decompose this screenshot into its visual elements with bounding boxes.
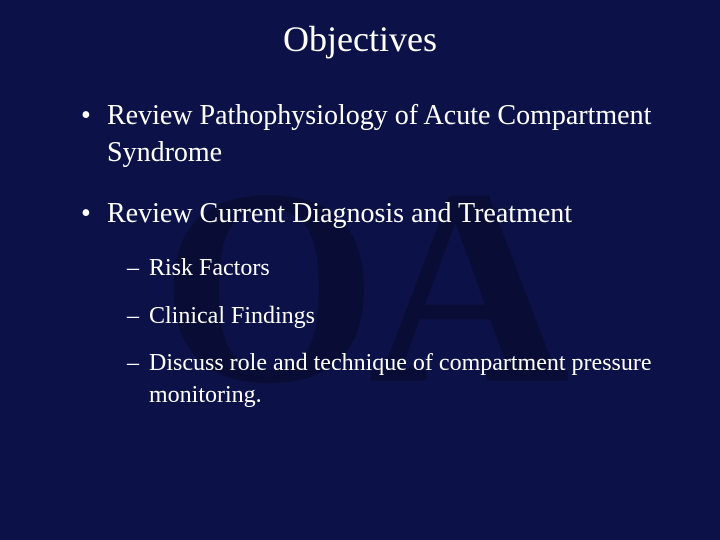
slide-container: Objectives Review Pathophysiology of Acu… — [0, 0, 720, 540]
bullet-text: Review Pathophysiology of Acute Compartm… — [107, 100, 651, 168]
sub-bullet-text: Discuss role and technique of compartmen… — [149, 350, 652, 408]
sub-bullet-list: Risk Factors Clinical Findings Discuss r… — [107, 253, 665, 412]
sub-bullet-item: Discuss role and technique of compartmen… — [127, 348, 665, 411]
bullet-text: Review Current Diagnosis and Treatment — [107, 198, 572, 229]
bullet-item: Review Pathophysiology of Acute Compartm… — [81, 98, 665, 172]
bullet-item: Review Current Diagnosis and Treatment R… — [81, 196, 665, 412]
sub-bullet-item: Clinical Findings — [127, 301, 665, 333]
sub-bullet-text: Risk Factors — [149, 255, 270, 281]
sub-bullet-item: Risk Factors — [127, 253, 665, 285]
bullet-list: Review Pathophysiology of Acute Compartm… — [55, 98, 665, 412]
slide-title: Objectives — [55, 18, 665, 60]
sub-bullet-text: Clinical Findings — [149, 303, 315, 329]
